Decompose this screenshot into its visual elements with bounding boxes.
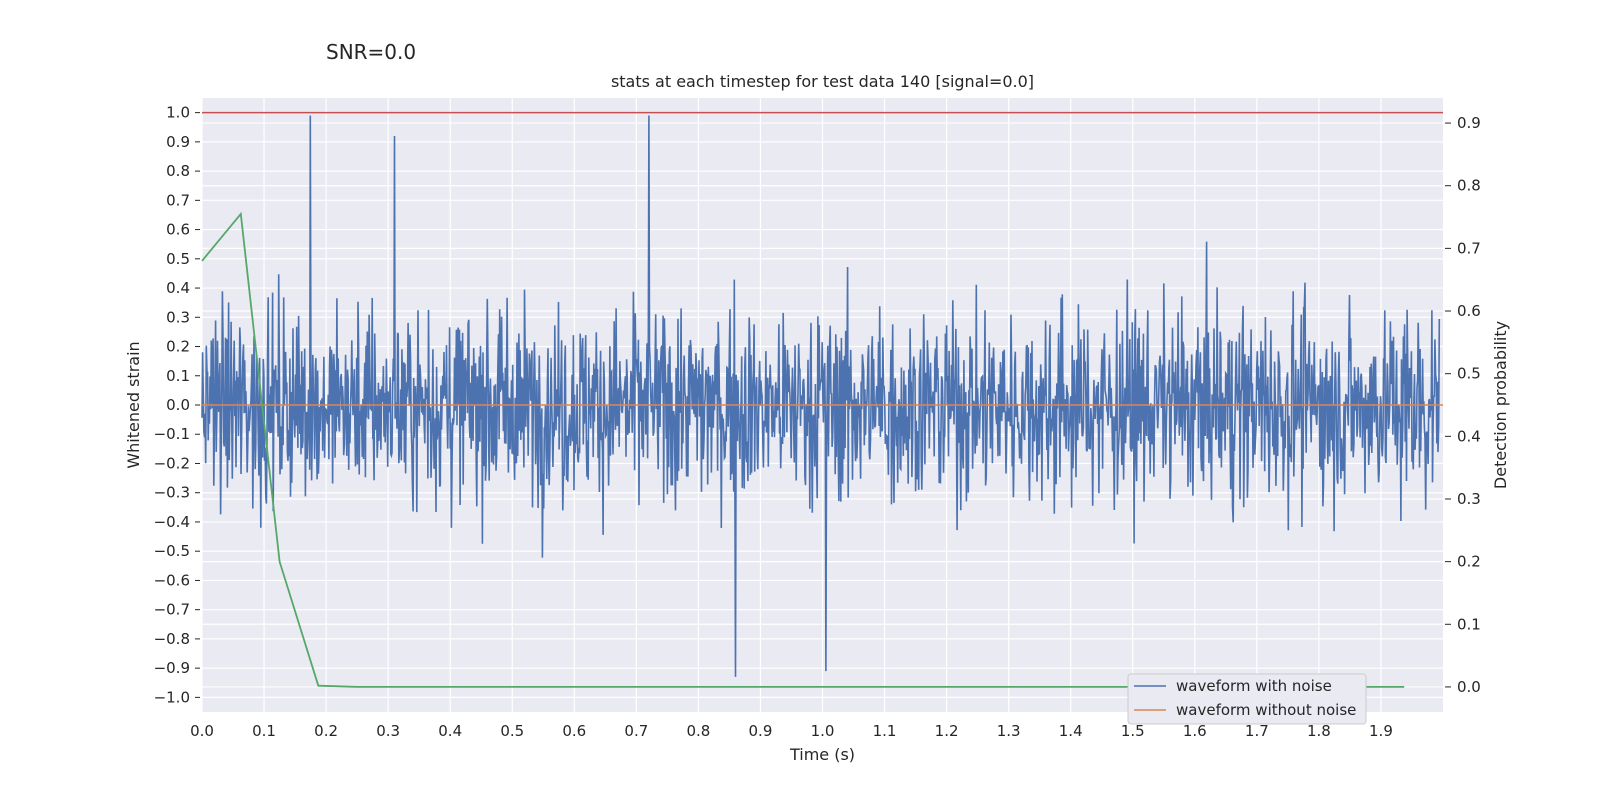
x-tick-label: 1.5 bbox=[1121, 722, 1145, 740]
legend-box bbox=[1127, 673, 1367, 725]
y-tick-label: 0.1 bbox=[166, 367, 190, 385]
y-tick-label: 0.7 bbox=[166, 191, 190, 209]
y-tick-label: 0.2 bbox=[166, 338, 190, 356]
x-tick-label: 1.3 bbox=[997, 722, 1021, 740]
x-tick-label: 1.4 bbox=[1059, 722, 1083, 740]
y-tick-label: −0.3 bbox=[154, 484, 190, 502]
y-tick-label: −0.2 bbox=[154, 454, 190, 472]
y2-tick-label: 0.1 bbox=[1457, 615, 1481, 633]
x-axis-label: Time (s) bbox=[789, 745, 855, 764]
x-tick-label: 0.1 bbox=[252, 722, 276, 740]
y-axis-label: Whitened strain bbox=[124, 341, 143, 468]
y-tick-label: 0.9 bbox=[166, 133, 190, 151]
y-tick-label: 0.5 bbox=[166, 250, 190, 268]
y2-tick-label: 0.4 bbox=[1457, 427, 1481, 445]
x-tick-label: 1.1 bbox=[873, 722, 897, 740]
y-tick-label: −0.8 bbox=[154, 630, 190, 648]
y-tick-label: −1.0 bbox=[154, 688, 190, 706]
legend: waveform with noise waveform without noi… bbox=[1127, 673, 1367, 725]
y2-axis-ticks: 0.9 0.8 0.7 0.6 0.5 0.4 0.3 0.2 0.1 0.0 bbox=[1445, 114, 1481, 696]
y-tick-label: 0.0 bbox=[166, 396, 190, 414]
x-tick-label: 1.9 bbox=[1369, 722, 1393, 740]
y2-axis-label: Detection probability bbox=[1491, 321, 1510, 489]
y2-tick-label: 0.3 bbox=[1457, 490, 1481, 508]
y-tick-label: 0.8 bbox=[166, 162, 190, 180]
y-tick-label: −0.4 bbox=[154, 513, 190, 531]
x-tick-label: 0.2 bbox=[314, 722, 338, 740]
y2-tick-label: 0.8 bbox=[1457, 177, 1481, 195]
y-tick-label: −0.1 bbox=[154, 425, 190, 443]
series-waveform-with-noise bbox=[201, 115, 1441, 677]
series-detection-probability bbox=[201, 211, 1405, 688]
y2-tick-label: 0.9 bbox=[1457, 114, 1481, 132]
figure-suptitle: SNR=0.0 bbox=[326, 40, 417, 64]
y-tick-label: −0.7 bbox=[154, 601, 190, 619]
x-tick-label: 0.6 bbox=[562, 722, 586, 740]
y-tick-label: −0.6 bbox=[154, 571, 190, 589]
y-tick-label: −0.9 bbox=[154, 659, 190, 677]
x-tick-label: 0.7 bbox=[624, 722, 648, 740]
x-tick-label: 0.0 bbox=[190, 722, 214, 740]
y-tick-label: 0.3 bbox=[166, 308, 190, 326]
y2-tick-label: 0.7 bbox=[1457, 239, 1481, 257]
legend-label-noise: waveform with noise bbox=[1176, 677, 1332, 695]
y-tick-label: −0.5 bbox=[154, 542, 190, 560]
x-tick-label: 0.4 bbox=[438, 722, 462, 740]
series-marks bbox=[201, 111, 1443, 688]
y-tick-label: 0.6 bbox=[166, 221, 190, 239]
x-tick-label: 1.8 bbox=[1307, 722, 1331, 740]
chart-title: stats at each timestep for test data 140… bbox=[611, 72, 1034, 91]
y2-tick-label: 0.5 bbox=[1457, 365, 1481, 383]
y-axis-ticks: 1.0 0.9 0.8 0.7 0.6 0.5 0.4 0.3 0.2 0.1 0.0 −0.1 −0.… bbox=[154, 104, 200, 706]
y2-tick-label: 0.6 bbox=[1457, 302, 1481, 320]
x-tick-label: 1.2 bbox=[935, 722, 959, 740]
x-tick-label: 0.9 bbox=[749, 722, 773, 740]
legend-label-clean: waveform without noise bbox=[1176, 701, 1356, 719]
x-tick-label: 0.5 bbox=[500, 722, 524, 740]
x-tick-label: 1.0 bbox=[811, 722, 835, 740]
x-tick-label: 0.3 bbox=[376, 722, 400, 740]
x-tick-label: 0.8 bbox=[686, 722, 710, 740]
y2-tick-label: 0.0 bbox=[1457, 678, 1481, 696]
y-tick-label: 0.4 bbox=[166, 279, 190, 297]
y2-tick-label: 0.2 bbox=[1457, 553, 1481, 571]
y-tick-label: 1.0 bbox=[166, 104, 190, 122]
x-tick-label: 1.7 bbox=[1245, 722, 1269, 740]
x-tick-label: 1.6 bbox=[1183, 722, 1207, 740]
x-axis-ticks: 0.0 0.1 0.2 0.3 0.4 0.5 0.6 0.7 0.8 0.9 1.0 1.1 1.2 1… bbox=[190, 722, 1393, 740]
